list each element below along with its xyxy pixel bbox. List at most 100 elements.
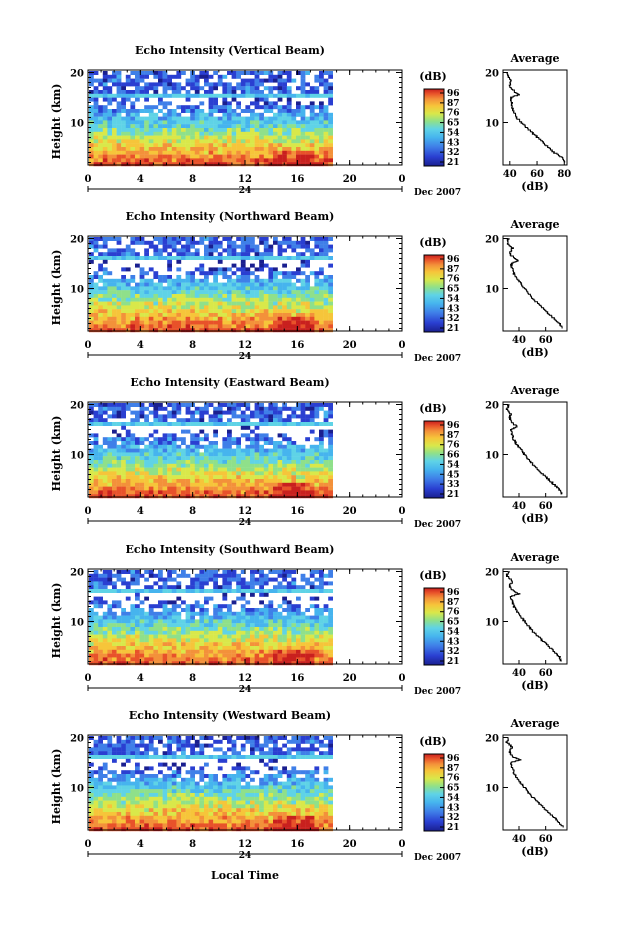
colorbar-unit: (dB) <box>419 735 446 748</box>
colorbar-tick-label: 76 <box>447 774 460 784</box>
y-tick-label: 20 <box>70 401 84 412</box>
profile-frame <box>503 735 567 830</box>
profile-x-tick-label: 60 <box>539 668 553 679</box>
profile-title: Average <box>509 717 559 730</box>
date-label: Dec 2007 <box>414 520 461 530</box>
profile-x-label: (dB) <box>521 346 548 359</box>
y-axis-label: Height (km) <box>50 416 63 492</box>
colorbar-tick-label: 21 <box>447 823 460 833</box>
colorbar-tick-label: 32 <box>447 647 460 657</box>
colorbar-tick-label: 65 <box>447 285 460 295</box>
colorbar-tick-label: 54 <box>447 460 460 470</box>
profile-line <box>506 738 563 828</box>
profile-frame <box>503 70 567 165</box>
x-tick-label: 20 <box>343 839 357 850</box>
x-tick-label: 12 <box>238 673 252 684</box>
colorbar-tick-label: 32 <box>447 148 460 158</box>
colorbar-tick-label: 43 <box>447 304 460 314</box>
x-axis-label: Local Time <box>211 869 279 882</box>
x-tick-label: 16 <box>290 174 304 185</box>
colorbar-tick-label: 54 <box>447 627 460 637</box>
colorbar-unit: (dB) <box>419 236 446 249</box>
colorbar-tick-label: 54 <box>447 294 460 304</box>
profile-y-tick-label: 10 <box>485 119 499 130</box>
chart-title: Echo Intensity (Northward Beam) <box>126 210 335 223</box>
date-label: Dec 2007 <box>414 853 461 863</box>
colorbar-tick-label: 87 <box>447 764 460 774</box>
y-tick-label: 10 <box>70 285 84 296</box>
colorbar-tick-label: 87 <box>447 99 460 109</box>
chart-title: Echo Intensity (Eastward Beam) <box>130 376 329 389</box>
x-tick-label: 20 <box>343 673 357 684</box>
colorbar-tick-label: 32 <box>447 813 460 823</box>
colorbar-tick-label: 96 <box>447 89 460 99</box>
y-tick-label: 10 <box>70 784 84 795</box>
x-tick-label: 20 <box>343 174 357 185</box>
profile-x-tick-label: 40 <box>512 834 526 845</box>
profile-title: Average <box>509 218 559 231</box>
profile-x-label: (dB) <box>521 845 548 858</box>
chart-title: Echo Intensity (Vertical Beam) <box>135 44 325 57</box>
profile-line <box>507 239 562 329</box>
heatmap-cells <box>89 736 333 831</box>
colorbar-unit: (dB) <box>419 569 446 582</box>
colorbar-tick-label: 76 <box>447 109 460 119</box>
profile-x-tick-label: 40 <box>512 501 526 512</box>
x-tick-label: 8 <box>189 340 196 351</box>
heatmap-cells <box>89 403 333 498</box>
colorbar-tick-label: 43 <box>447 803 460 813</box>
profile-title: Average <box>509 551 559 564</box>
profile-title: Average <box>509 52 559 65</box>
x-tick-label: 0 <box>85 839 92 850</box>
profile-frame <box>503 236 567 331</box>
day-label: 24 <box>239 685 252 695</box>
profile-x-tick-label: 80 <box>557 169 571 180</box>
profile-y-tick-label: 20 <box>485 734 499 745</box>
colorbar-tick-label: 21 <box>447 657 460 667</box>
colorbar-tick-label: 96 <box>447 255 460 265</box>
y-tick-label: 10 <box>70 618 84 629</box>
y-tick-label: 20 <box>70 69 84 80</box>
x-tick-label: 12 <box>238 340 252 351</box>
x-tick-label: 12 <box>238 839 252 850</box>
chart-title: Echo Intensity (Southward Beam) <box>126 543 335 556</box>
profile-y-tick-label: 10 <box>485 784 499 795</box>
x-tick-label: 0 <box>399 174 406 185</box>
colorbar <box>424 421 444 498</box>
x-tick-label: 16 <box>290 839 304 850</box>
colorbar-tick-label: 87 <box>447 598 460 608</box>
profile-y-tick-label: 20 <box>485 69 499 80</box>
profile-y-tick-label: 20 <box>485 401 499 412</box>
x-tick-label: 4 <box>137 839 144 850</box>
x-tick-label: 0 <box>85 506 92 517</box>
colorbar-tick-label: 54 <box>447 793 460 803</box>
colorbar <box>424 754 444 831</box>
profile-x-label: (dB) <box>521 512 548 525</box>
x-tick-label: 8 <box>189 673 196 684</box>
x-tick-label: 8 <box>189 839 196 850</box>
profile-x-label: (dB) <box>521 180 548 193</box>
profile-y-tick-label: 20 <box>485 568 499 579</box>
profile-x-tick-label: 40 <box>512 668 526 679</box>
colorbar-tick-label: 21 <box>447 324 460 334</box>
y-axis-label: Height (km) <box>50 84 63 160</box>
chart-title: Echo Intensity (Westward Beam) <box>129 709 331 722</box>
y-tick-label: 20 <box>70 235 84 246</box>
profile-x-tick-label: 40 <box>512 335 526 346</box>
profile-line <box>507 73 565 163</box>
profile-x-tick-label: 60 <box>539 501 553 512</box>
profile-x-tick-label: 60 <box>539 335 553 346</box>
colorbar-tick-label: 33 <box>447 480 460 490</box>
profile-y-tick-label: 20 <box>485 235 499 246</box>
colorbar-unit: (dB) <box>419 402 446 415</box>
x-tick-label: 0 <box>399 506 406 517</box>
profile-x-tick-label: 40 <box>503 169 517 180</box>
colorbar-tick-label: 96 <box>447 421 460 431</box>
colorbar-tick-label: 43 <box>447 138 460 148</box>
x-tick-label: 0 <box>85 174 92 185</box>
day-label: 24 <box>239 186 252 196</box>
colorbar-tick-label: 65 <box>447 119 460 129</box>
colorbar-tick-label: 87 <box>447 431 460 441</box>
x-tick-label: 8 <box>189 174 196 185</box>
